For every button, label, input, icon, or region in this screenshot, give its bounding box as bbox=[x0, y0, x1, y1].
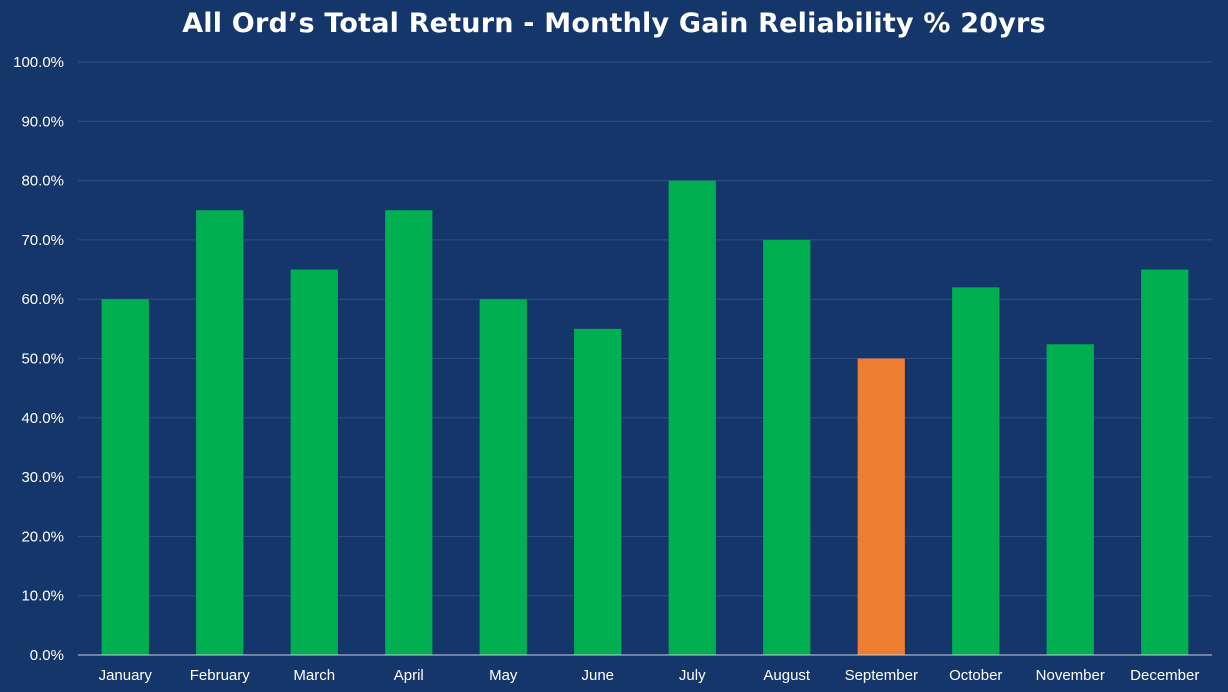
chart-title: All Ord’s Total Return - Monthly Gain Re… bbox=[182, 8, 1046, 39]
x-tick-label: May bbox=[489, 667, 518, 684]
bar-january bbox=[101, 299, 149, 655]
x-tick-label: June bbox=[581, 667, 614, 684]
bar-september bbox=[857, 358, 905, 655]
bar-may bbox=[479, 299, 527, 655]
y-tick-label: 40.0% bbox=[21, 410, 64, 427]
y-tick-label: 20.0% bbox=[21, 528, 64, 545]
bar-december bbox=[1141, 269, 1189, 655]
x-tick-label: August bbox=[763, 667, 811, 684]
gridlines bbox=[78, 61, 1212, 597]
y-tick-label: 50.0% bbox=[21, 351, 64, 368]
y-tick-label: 100.0% bbox=[13, 54, 64, 71]
x-tick-label: July bbox=[679, 667, 706, 684]
bar-june bbox=[574, 328, 622, 655]
y-tick-label: 10.0% bbox=[21, 588, 64, 605]
y-tick-label: 90.0% bbox=[21, 113, 64, 130]
x-tick-label: April bbox=[394, 667, 424, 684]
x-tick-label: December bbox=[1130, 667, 1199, 684]
y-tick-label: 0.0% bbox=[30, 647, 64, 664]
y-tick-label: 70.0% bbox=[21, 232, 64, 249]
y-tick-label: 30.0% bbox=[21, 469, 64, 486]
x-tick-label: March bbox=[293, 667, 335, 684]
bar-july bbox=[668, 180, 716, 655]
x-tick-label: October bbox=[949, 667, 1002, 684]
bars bbox=[101, 180, 1189, 655]
x-tick-label: January bbox=[99, 667, 153, 684]
bar-february bbox=[196, 210, 244, 655]
x-tick-label: September bbox=[845, 667, 918, 684]
bar-april bbox=[385, 210, 433, 655]
bar-august bbox=[763, 239, 811, 655]
bar-october bbox=[952, 287, 1000, 655]
y-tick-label: 60.0% bbox=[21, 291, 64, 308]
bar-march bbox=[290, 269, 338, 655]
x-tick-label: February bbox=[190, 667, 251, 684]
y-tick-label: 80.0% bbox=[21, 173, 64, 190]
axes: 0.0% 10.0% 20.0% 30.0% 40.0% 50.0% 60.0% 70.0% 8… bbox=[13, 54, 1212, 684]
x-tick-label: November bbox=[1036, 667, 1105, 684]
bar-november bbox=[1046, 344, 1094, 655]
